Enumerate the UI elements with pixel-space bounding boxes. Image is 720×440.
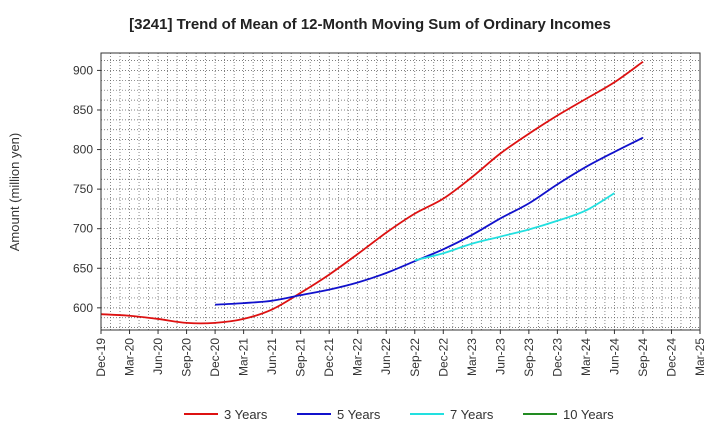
series-line-7-years xyxy=(414,192,615,262)
x-tick-label: Jun-21 xyxy=(265,338,279,375)
y-tick-label: 600 xyxy=(73,301,93,315)
y-tick-label: 750 xyxy=(73,182,93,196)
x-tick-label: Jun-24 xyxy=(607,338,621,375)
y-tick-label: 650 xyxy=(73,261,93,275)
x-tick-labels: Dec-19 Mar-20 Jun-20 Sep-20 Dec-20 Mar-21 Jun-… xyxy=(94,330,707,377)
x-tick-label: Sep-24 xyxy=(636,338,650,377)
x-tick-label: Mar-23 xyxy=(465,338,479,376)
plot-frame xyxy=(100,52,701,331)
x-tick-label: Mar-21 xyxy=(237,338,251,376)
x-tick-label: Jun-23 xyxy=(493,338,507,375)
x-tick-label: Sep-22 xyxy=(408,338,422,377)
x-tick-label: Sep-21 xyxy=(294,338,308,377)
x-tick-label: Dec-20 xyxy=(208,338,222,377)
x-tick-label: Sep-23 xyxy=(522,338,536,377)
y-axis-label: Amount (million yen) xyxy=(7,133,22,252)
x-tick-label: Mar-24 xyxy=(579,338,593,376)
x-tick-label: Sep-20 xyxy=(180,338,194,377)
y-tick-labels: 600 650 700 750 800 850 900 xyxy=(73,63,101,315)
y-tick-label: 700 xyxy=(73,222,93,236)
y-tick-label: 800 xyxy=(73,143,93,157)
x-tick-label: Dec-23 xyxy=(550,338,564,377)
plot-area xyxy=(101,53,700,330)
legend-label: 3 Years xyxy=(224,407,268,422)
x-tick-label: Dec-24 xyxy=(664,338,678,377)
legend-label: 7 Years xyxy=(450,407,494,422)
x-tick-label: Dec-22 xyxy=(436,338,450,377)
x-tick-label: Dec-21 xyxy=(322,338,336,377)
x-tick-label: Jun-20 xyxy=(151,338,165,375)
y-tick-label: 900 xyxy=(73,63,93,77)
legend-label: 5 Years xyxy=(337,407,381,422)
legend: 3 Years 5 Years 7 Years 10 Years xyxy=(184,407,614,422)
y-tick-label: 850 xyxy=(73,103,93,117)
x-tick-label: Mar-25 xyxy=(693,338,707,376)
x-tick-label: Mar-20 xyxy=(123,338,137,376)
chart-title: [3241] Trend of Mean of 12-Month Moving … xyxy=(129,16,611,33)
series-group xyxy=(100,60,644,325)
legend-label: 10 Years xyxy=(563,407,614,422)
x-tick-label: Mar-22 xyxy=(351,338,365,376)
x-tick-label: Jun-22 xyxy=(379,338,393,375)
series-line-3-years xyxy=(100,60,644,325)
series-line-5-years xyxy=(215,136,644,306)
x-tick-label: Dec-19 xyxy=(94,338,108,377)
